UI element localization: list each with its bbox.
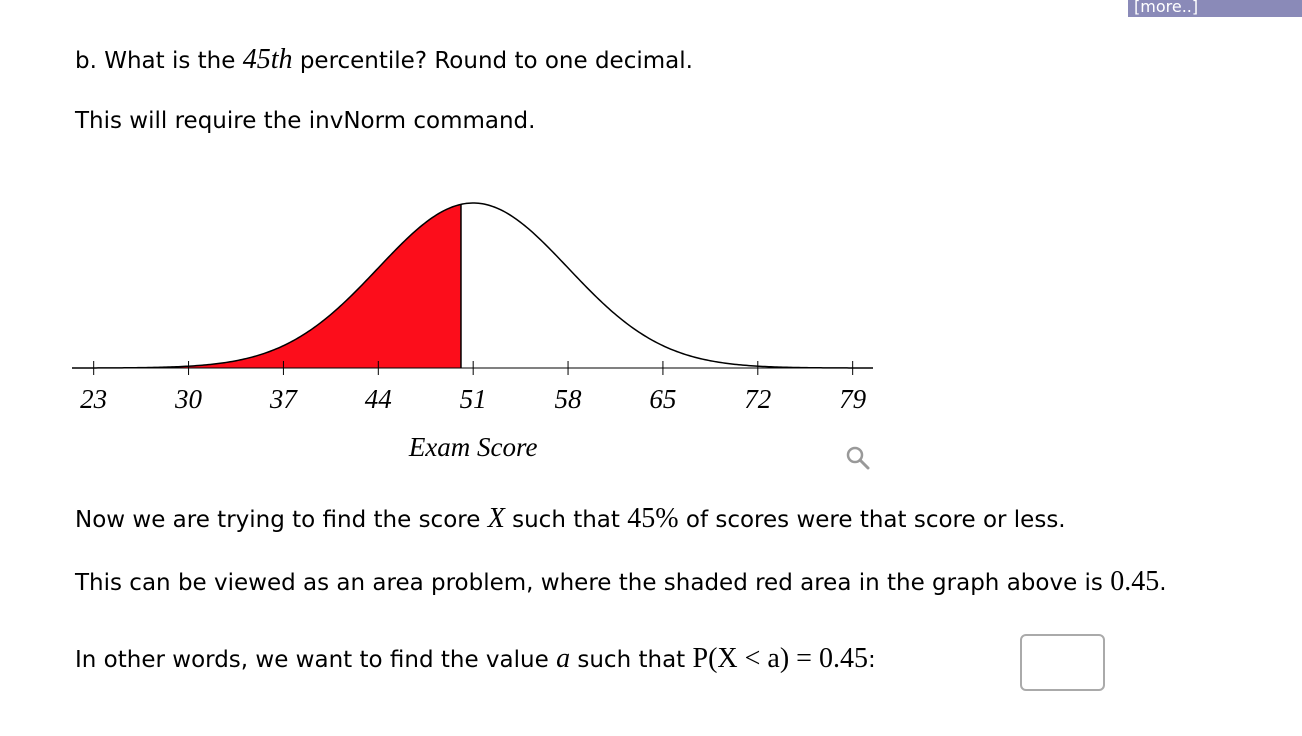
math: X <box>487 503 505 534</box>
x-tick-label: 44 <box>365 384 392 414</box>
zoom-lens <box>846 446 864 464</box>
text: of scores were that score or less. <box>685 507 1066 533</box>
x-tick-label: 37 <box>269 384 299 414</box>
text: percentile? Round to one decimal. <box>299 48 693 74</box>
answer-input[interactable] <box>1020 634 1105 691</box>
paragraph: In other words, we want to find the valu… <box>75 643 876 675</box>
text: This can be viewed as an area problem, w… <box>75 570 1103 596</box>
hint: This will require the invNorm command. <box>75 108 535 134</box>
text: . <box>1159 570 1167 596</box>
text: In other words, we want to find the valu… <box>75 647 549 673</box>
math: 45% <box>627 503 679 534</box>
text: : <box>867 647 876 673</box>
zoom-handle <box>858 458 870 470</box>
text: Now we are trying to find the score <box>75 507 481 533</box>
chart: 23 30 37 44 51 58 65 72 79 Exam Score <box>72 202 874 470</box>
math: 0.45 <box>1110 566 1160 597</box>
density-curve <box>72 202 874 369</box>
zoom-icon[interactable] <box>846 446 870 470</box>
math: 45th <box>242 44 293 75</box>
paragraph: This can be viewed as an area problem, w… <box>75 566 1167 598</box>
x-tick-label: 51 <box>460 384 487 414</box>
x-tick-label: 65 <box>649 384 676 414</box>
text: such that <box>577 647 686 673</box>
x-axis-label: Exam Score <box>408 432 538 462</box>
math: a <box>556 643 571 674</box>
text: b. What is the <box>75 48 236 74</box>
text: such that <box>512 507 620 533</box>
text: This will require the invNorm command. <box>75 108 536 134</box>
shaded-area <box>72 204 461 368</box>
math: P(X < a) = 0.45 <box>692 643 868 674</box>
more-button[interactable]: [more..] <box>1128 0 1302 17</box>
x-tick-label: 23 <box>80 384 107 414</box>
x-tick-label: 58 <box>555 384 583 414</box>
paragraph: Now we are trying to find the score X su… <box>75 503 1066 535</box>
x-tick-label: 72 <box>744 384 771 414</box>
x-tick-label: 79 <box>839 384 867 414</box>
x-tick-label: 30 <box>174 384 203 414</box>
question: b. What is the 45th percentile? Round to… <box>75 44 693 76</box>
